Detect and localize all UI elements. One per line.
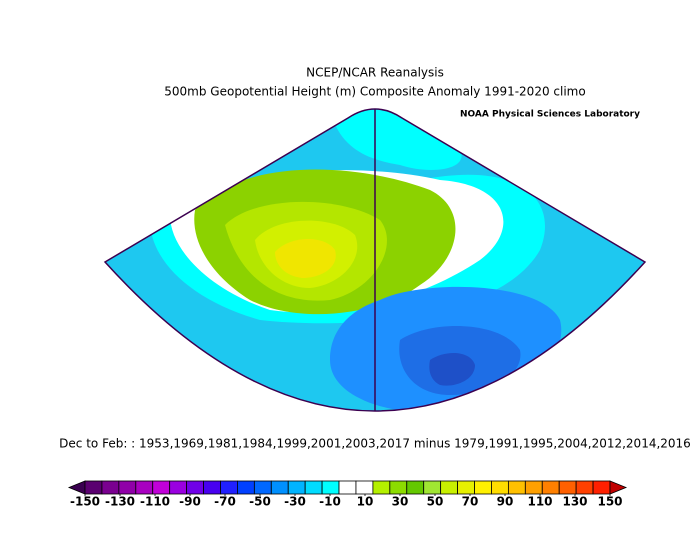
colorbar-box <box>558 480 577 495</box>
map-border <box>103 108 647 412</box>
colorbar-box <box>84 480 103 495</box>
colorbar-tick-label: 70 <box>462 495 479 509</box>
colorbar-arrow <box>67 480 86 495</box>
colorbar: -150 -130 -110 -90 -70 -50 -30 -10 10 30 50 70 90 110… <box>67 480 628 509</box>
colorbar-box <box>440 480 458 495</box>
colorbar-box <box>406 480 425 495</box>
colorbar-tick-label: 130 <box>562 495 587 509</box>
colorbar-tick-label: 50 <box>427 495 444 509</box>
colorbar-tick-label: -70 <box>214 495 236 509</box>
colorbar-box <box>169 480 188 495</box>
colorbar-tick-label: -90 <box>179 495 201 509</box>
colorbar-box <box>101 480 120 495</box>
colorbar-box <box>389 480 408 495</box>
colorbar-tick-label: 30 <box>392 495 409 509</box>
colorbar-box <box>304 480 323 495</box>
colorbar-tick-label: -150 <box>70 495 100 509</box>
colorbar-box <box>270 480 289 495</box>
colorbar-box <box>203 480 221 495</box>
colorbar-box <box>287 480 306 495</box>
colorbar-box <box>474 480 492 495</box>
colorbar-box <box>237 480 255 495</box>
colorbar-box <box>541 480 560 495</box>
colorbar-box <box>220 480 238 495</box>
caption: Dec to Feb: : 1953,1969,1981,1984,1999,2… <box>59 437 691 451</box>
colorbar-tick-label: -10 <box>319 495 341 509</box>
anomaly-field <box>330 109 462 170</box>
colorbar-box <box>372 480 391 495</box>
colorbar-tick-label: -50 <box>249 495 271 509</box>
colorbar-tick-label: 110 <box>527 495 552 509</box>
lab-label: NOAA Physical Sciences Laboratory <box>460 110 640 120</box>
colorbar-tick-label: -130 <box>105 495 135 509</box>
colorbar-box <box>355 480 374 495</box>
anomaly-field <box>429 353 475 386</box>
anomaly-field <box>275 238 336 278</box>
colorbar-tick-label: 10 <box>357 495 374 509</box>
colorbar-box <box>491 480 509 495</box>
colorbar-box <box>321 480 340 495</box>
colorbar-tick-label: 90 <box>497 495 514 509</box>
map-field <box>105 109 645 411</box>
colorbar-box <box>592 480 611 495</box>
title: NCEP/NCAR Reanalysis <box>306 66 444 80</box>
colorbar-box <box>152 480 171 495</box>
colorbar-box <box>524 480 543 495</box>
colorbar-box <box>135 480 154 495</box>
subtitle: 500mb Geopotential Height (m) Composite … <box>164 85 585 99</box>
colorbar-tick-label: 150 <box>597 495 622 509</box>
colorbar-box <box>423 480 442 495</box>
colorbar-arrow <box>609 480 628 495</box>
colorbar-tick-label: -30 <box>284 495 306 509</box>
colorbar-tick-label: -110 <box>140 495 170 509</box>
colorbar-box <box>507 480 526 495</box>
colorbar-box <box>338 480 357 495</box>
colorbar-box <box>575 480 594 495</box>
colorbar-box <box>118 480 137 495</box>
colorbar-box <box>253 480 272 495</box>
colorbar-box <box>186 480 204 495</box>
colorbar-box <box>457 480 475 495</box>
